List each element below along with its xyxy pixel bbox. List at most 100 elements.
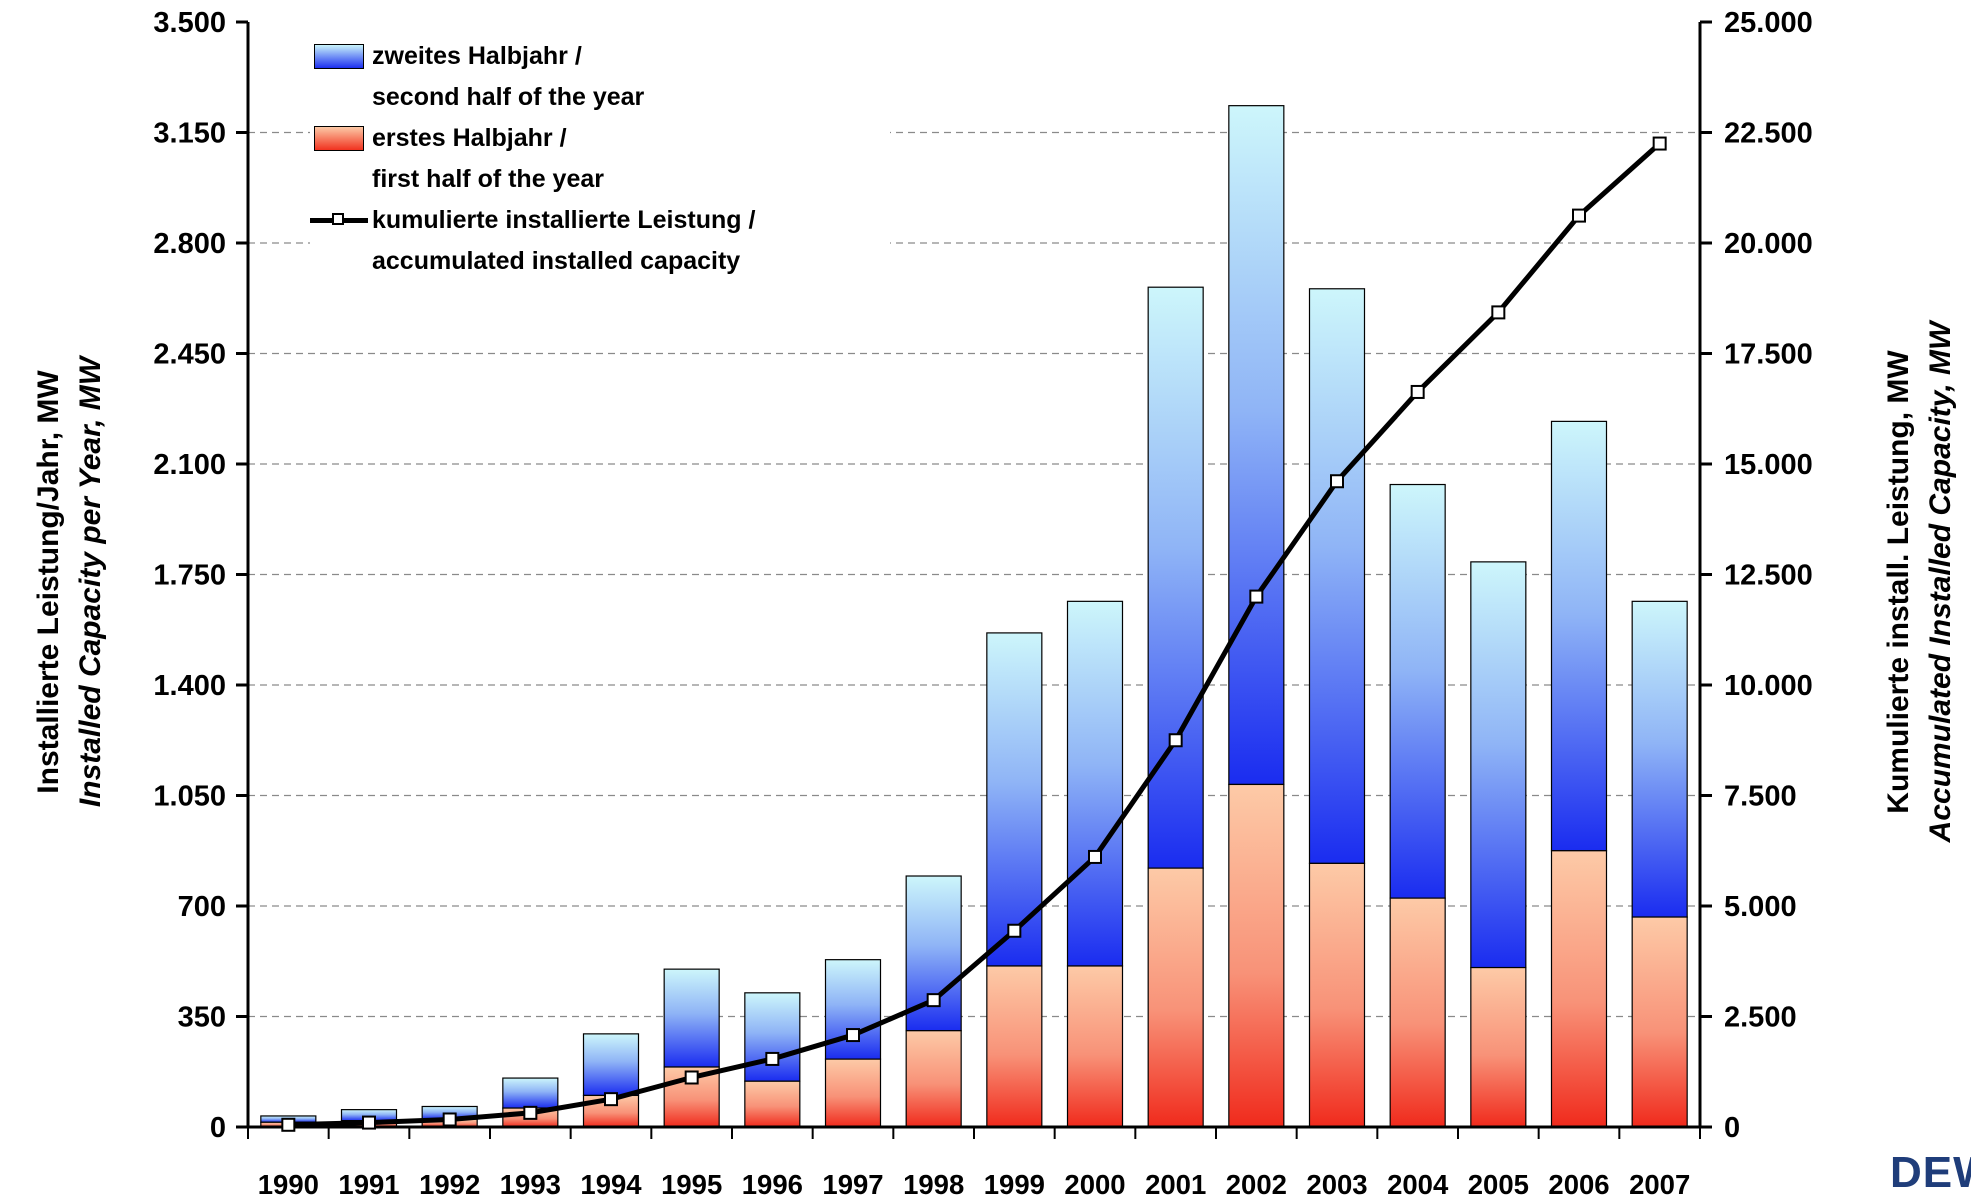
y-tick-label-right: 12.500 — [1724, 560, 1813, 592]
legend-label: accumulated installed capacity — [372, 247, 741, 275]
legend-item-first-half: erstes Halbjahr / first half of the year — [310, 118, 890, 200]
cumulative-point — [1088, 849, 1102, 864]
y-tick-label-left: 1.750 — [153, 560, 226, 592]
bar-second-half — [1389, 483, 1446, 899]
bar-second-half — [582, 1033, 640, 1097]
y-tick-label-right: 25.000 — [1724, 7, 1813, 39]
cumulative-point — [1652, 136, 1667, 151]
cumulative-point — [684, 1070, 699, 1085]
bar-first-half — [1470, 966, 1527, 1128]
bar-first-half — [1631, 916, 1688, 1128]
bar-first-half — [1147, 867, 1204, 1128]
bar-second-half — [1631, 600, 1688, 918]
y-tick-label-left: 2.450 — [153, 339, 226, 371]
cumulative-point — [1572, 208, 1586, 223]
cumulative-line — [288, 141, 1662, 1128]
bar-first-half — [1550, 850, 1608, 1128]
cumulative-point — [765, 1051, 780, 1066]
legend-label: zweites Halbjahr / — [372, 42, 582, 70]
bar-second-half — [1308, 288, 1366, 864]
x-tick-label: 2003 — [1306, 1169, 1367, 1199]
cumulative-point — [1330, 474, 1344, 489]
bars-group — [260, 105, 1688, 1128]
y-tick-label-right: 5.000 — [1724, 891, 1797, 923]
y-tick-label-right: 0 — [1724, 1112, 1740, 1144]
y-tick-label-left: 2.100 — [153, 449, 226, 481]
bar-first-half — [1066, 965, 1124, 1128]
cumulative-point — [523, 1105, 538, 1120]
cumulative-line-group — [281, 136, 1667, 1132]
x-tick-label: 2005 — [1468, 1169, 1529, 1199]
y-tick-label-right: 15.000 — [1724, 449, 1813, 481]
x-tick-label: 2000 — [1064, 1169, 1125, 1199]
bar-first-half — [1228, 783, 1285, 1128]
bar-second-half — [1228, 105, 1285, 786]
cumulative-point — [1249, 589, 1264, 604]
axes — [236, 20, 1712, 1139]
bar-second-half — [1470, 561, 1527, 969]
bar-first-half — [1389, 897, 1446, 1128]
legend-label: kumulierte installierte Leistung / — [372, 206, 756, 234]
y-axis-title-left-de: Installierte Leistung/Jahr, MW — [32, 370, 65, 794]
bar-second-half — [502, 1077, 559, 1109]
y-axis-title-right: Kumulierte install. Leistung, MW Accumul… — [1878, 262, 1962, 902]
y-tick-label-left: 3.150 — [153, 118, 226, 150]
legend-label: second half of the year — [372, 83, 645, 111]
x-tick-label: 2001 — [1145, 1169, 1206, 1199]
x-tick-label: 1997 — [822, 1169, 883, 1199]
bar-first-half — [986, 965, 1043, 1128]
y-tick-label-left: 2.800 — [153, 228, 226, 260]
y-tick-label-right: 10.000 — [1724, 670, 1813, 702]
bar-second-half — [744, 992, 801, 1082]
bar-first-half — [1308, 862, 1366, 1128]
x-tick-label: 1993 — [500, 1169, 561, 1199]
x-tick-label: 1994 — [580, 1169, 642, 1199]
cumulative-point — [926, 993, 941, 1008]
y-tick-label-left: 700 — [178, 891, 226, 923]
x-tick-label: 1991 — [338, 1169, 399, 1199]
x-tick-label: 2004 — [1387, 1169, 1449, 1199]
bar-second-half — [824, 959, 882, 1060]
y-tick-label-right: 22.500 — [1724, 118, 1813, 150]
y-tick-label-left: 1.400 — [153, 670, 226, 702]
bar-first-half — [744, 1080, 801, 1128]
cumulative-point — [1168, 733, 1183, 748]
x-tick-label: 1992 — [419, 1169, 480, 1199]
y-tick-label-left: 3.500 — [153, 7, 226, 39]
y-tick-label-right: 2.500 — [1724, 1002, 1797, 1034]
y-tick-label-right: 20.000 — [1724, 228, 1813, 260]
y-tick-label-left: 0 — [210, 1112, 226, 1144]
y-tick-label-right: 7.500 — [1724, 781, 1797, 813]
cumulative-point — [281, 1117, 296, 1132]
cumulative-point — [846, 1028, 860, 1043]
cumulative-point — [604, 1092, 618, 1107]
cumulative-point — [1410, 384, 1425, 399]
legend-label: first half of the year — [372, 165, 604, 193]
x-tick-label: 1999 — [984, 1169, 1045, 1199]
legend: zweites Halbjahr / second half of the ye… — [310, 36, 890, 282]
bar-first-half — [905, 1030, 962, 1128]
y-tick-label-left: 1.050 — [153, 781, 226, 813]
legend-marker-icon — [332, 213, 344, 225]
y-axis-title-left: Installierte Leistung/Jahr, MW Installed… — [28, 262, 112, 902]
x-tick-label: 1996 — [742, 1169, 803, 1199]
cumulative-point — [442, 1112, 457, 1127]
tick-labels: 0 0 350 2.500 700 5.000 1.050 7.500 1.400 10.000 1… — [153, 7, 1812, 1199]
x-tick-label: 1998 — [903, 1169, 964, 1199]
legend-swatch-red — [314, 126, 364, 151]
bar-second-half — [1147, 286, 1204, 869]
dewi-logo: DEW — [1890, 1148, 1971, 1197]
x-tick-label: 2002 — [1226, 1169, 1287, 1199]
legend-item-cumulative: kumulierte installierte Leistung / accum… — [310, 200, 890, 282]
y-axis-title-left-en: Installed Capacity per Year, MW — [74, 356, 107, 808]
y-tick-label-left: 350 — [178, 1002, 226, 1034]
cumulative-point — [1007, 923, 1022, 938]
cumulative-point — [362, 1115, 376, 1130]
bar-second-half — [986, 632, 1043, 967]
x-tick-label: 2006 — [1548, 1169, 1609, 1199]
y-axis-title-right-en: Accumulated Installed Capacity, MW — [1924, 321, 1957, 843]
bar-second-half — [1066, 600, 1124, 967]
legend-item-second-half: zweites Halbjahr / second half of the ye… — [310, 36, 890, 118]
y-axis-title-right-de: Kumulierte install. Leistung, MW — [1882, 350, 1915, 814]
